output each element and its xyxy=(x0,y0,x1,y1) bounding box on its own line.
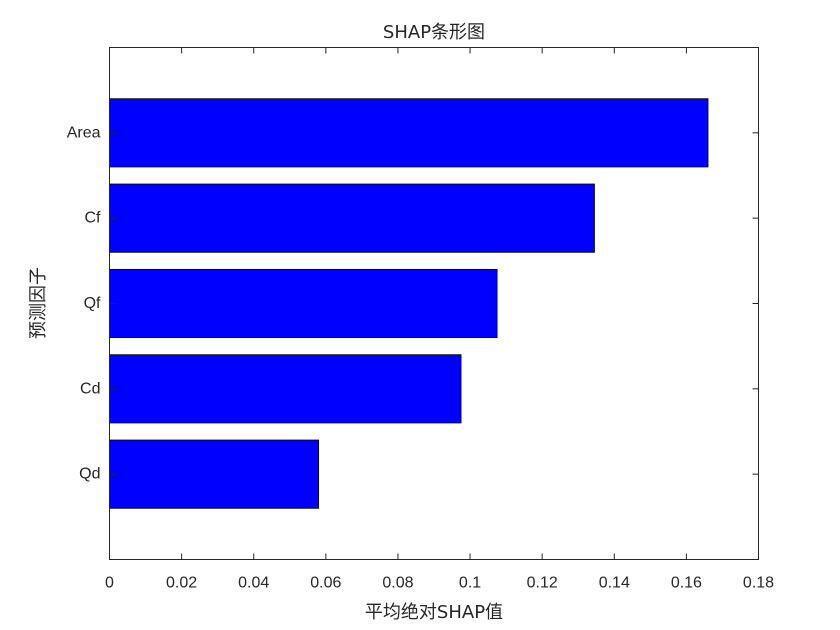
x-tick-label: 0.04 xyxy=(238,575,269,592)
bar-area xyxy=(109,98,709,168)
x-axis-label: 平均绝对SHAP值 xyxy=(365,602,503,623)
x-tick-label: 0.16 xyxy=(671,575,702,592)
x-tick-label: 0.14 xyxy=(599,575,630,592)
x-tick-label: 0.06 xyxy=(310,575,341,592)
plot-area-frame xyxy=(109,47,759,560)
x-tick-label: 0.08 xyxy=(382,575,413,592)
y-tick-label: Cf xyxy=(85,210,102,227)
bar-qf xyxy=(109,268,498,339)
bars-group xyxy=(109,98,709,509)
y-tick-label: Cd xyxy=(80,380,100,397)
x-tick-label: 0.1 xyxy=(459,575,481,592)
y-tick-label: Qf xyxy=(84,295,101,312)
chart-title: SHAP条形图 xyxy=(383,22,485,43)
bar-cf xyxy=(109,183,595,253)
x-tick-label: 0.12 xyxy=(527,575,558,592)
x-tick-label: 0 xyxy=(105,575,114,592)
x-tick-label: 0.02 xyxy=(166,575,197,592)
ticks-group: Area Cf Qf Cd Qd 0 0.02 0.04 0.06 0.08 0.1 0.12 0.14… xyxy=(67,47,774,592)
y-tick-label: Qd xyxy=(79,466,100,483)
bar-cd xyxy=(109,354,462,424)
y-axis-label: 预测因子 xyxy=(28,267,49,339)
bar-qd xyxy=(109,439,320,509)
y-tick-label: Area xyxy=(67,124,101,141)
x-tick-label: 0.18 xyxy=(743,575,774,592)
